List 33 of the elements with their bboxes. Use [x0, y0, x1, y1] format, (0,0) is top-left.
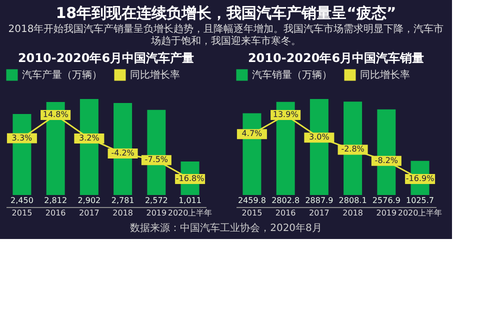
chart-title: 2010-2020年6月中国汽车产量 — [18, 51, 194, 65]
source-note: 数据来源：中国汽车工业协会，2020年8月 — [130, 222, 322, 234]
series-label: 汽车销量（万辆） — [252, 69, 332, 81]
data-label: 2,902 — [78, 196, 101, 205]
x-tick-label: 2017 — [79, 208, 100, 218]
x-tick-label: 2018 — [112, 208, 133, 218]
x-tick-label: 2015 — [242, 208, 262, 218]
data-label: 2,572 — [144, 196, 168, 205]
x-tick-label: 2016 — [275, 208, 296, 218]
data-label: 2576.9 — [372, 196, 400, 205]
legend-label: 同比增长率 — [130, 69, 180, 81]
data-label: 2802.8 — [272, 196, 300, 205]
legend-label: 汽车产量（万辆） — [22, 69, 102, 81]
text: 18年到现在连续负增长，我国汽车产销量呈“疲态” — [56, 4, 396, 22]
data-label: 2,450 — [10, 196, 34, 205]
data-label: 1,011 — [178, 196, 202, 205]
x-tick-label: 2015 — [12, 208, 32, 218]
x-tick-label: 2019 — [376, 208, 397, 218]
x-tick-label: 2017 — [309, 208, 330, 218]
data-label: 2,812 — [44, 196, 68, 205]
x-tick-label: 2018 — [342, 208, 363, 218]
x-tick-label: 2016 — [45, 208, 66, 218]
text: 2018年开始我国汽车产销量呈负增长趋势，且降幅逐年增加。我国汽车市场需求明显下降，汽车市场趋于饱和，我国迎来车市寒冬。 — [8, 23, 444, 47]
data-label: 2887.9 — [305, 196, 334, 205]
data-label: 1025.7 — [406, 196, 434, 205]
data-label: 2808.1 — [338, 196, 367, 205]
x-tick-label: 2019 — [146, 208, 167, 218]
legend-label: 同比增长率 — [360, 69, 410, 81]
data-label: 2459.8 — [238, 196, 266, 205]
x-tick-label: 2020上半年 — [398, 208, 442, 218]
x-tick-label: 2020上半年 — [168, 208, 212, 218]
chart-title: 2010-2020年6月中国汽车销量 — [248, 51, 424, 65]
data-label: 2,781 — [111, 196, 134, 205]
